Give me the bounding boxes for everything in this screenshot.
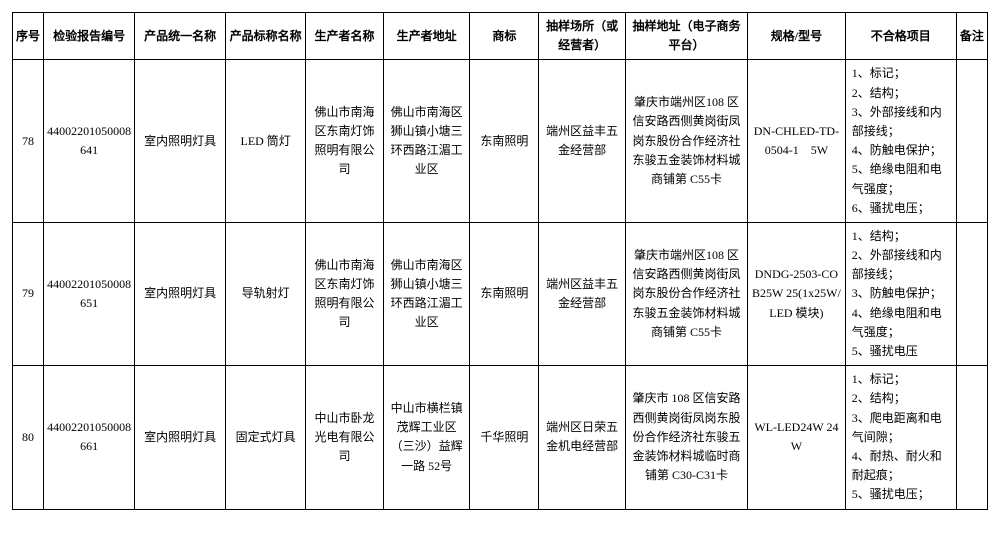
cell-mfr-address: 中山市横栏镇茂辉工业区（三沙）益辉一路 52号 [383,366,470,509]
cell-remark [956,222,987,365]
col-manufacturer: 生产者名称 [306,13,384,60]
col-sample-address: 抽样地址（电子商务平台） [625,13,747,60]
cell-label-name: 固定式灯具 [226,366,306,509]
cell-fail-items: 1、标记；2、结构；3、爬电距离和电气间隙；4、耐热、耐火和耐起痕；5、骚扰电压… [845,366,956,509]
cell-remark [956,60,987,223]
col-sample-place: 抽样场所（或经营者） [539,13,626,60]
col-mfr-address: 生产者地址 [383,13,470,60]
col-label-name: 产品标称名称 [226,13,306,60]
table-header: 序号 检验报告编号 产品统一名称 产品标称名称 生产者名称 生产者地址 商标 抽… [13,13,988,60]
cell-manufacturer: 中山市卧龙光电有限公司 [306,366,384,509]
col-report-no: 检验报告编号 [44,13,135,60]
table-row: 7944002201050008651室内照明灯具导轨射灯佛山市南海区东南灯饰照… [13,222,988,365]
cell-manufacturer: 佛山市南海区东南灯饰照明有限公司 [306,60,384,223]
cell-spec: DN-CHLED-TD-0504-1 5W [748,60,846,223]
table-row: 7844002201050008641室内照明灯具LED 筒灯佛山市南海区东南灯… [13,60,988,223]
cell-remark [956,366,987,509]
cell-report-no: 44002201050008651 [44,222,135,365]
cell-report-no: 44002201050008641 [44,60,135,223]
cell-manufacturer: 佛山市南海区东南灯饰照明有限公司 [306,222,384,365]
inspection-table: 序号 检验报告编号 产品统一名称 产品标称名称 生产者名称 生产者地址 商标 抽… [12,12,988,510]
table-body: 7844002201050008641室内照明灯具LED 筒灯佛山市南海区东南灯… [13,60,988,509]
cell-sample-place: 端州区益丰五金经营部 [539,222,626,365]
cell-sample-place: 端州区日荣五金机电经营部 [539,366,626,509]
cell-seq: 79 [13,222,44,365]
cell-label-name: 导轨射灯 [226,222,306,365]
cell-seq: 78 [13,60,44,223]
col-spec: 规格/型号 [748,13,846,60]
col-fail-items: 不合格项目 [845,13,956,60]
cell-seq: 80 [13,366,44,509]
cell-sample-address: 肇庆市端州区108 区信安路西侧黄岗街凤岗东股份合作经济社东骏五金装饰材料城商铺… [625,60,747,223]
cell-label-name: LED 筒灯 [226,60,306,223]
cell-mfr-address: 佛山市南海区狮山镇小塘三环西路江湄工业区 [383,222,470,365]
cell-fail-items: 1、结构；2、外部接线和内部接线；3、防触电保护；4、绝缘电阻和电气强度；5、骚… [845,222,956,365]
cell-sample-address: 肇庆市 108 区信安路西侧黄岗街凤岗东股份合作经济社东骏五金装饰材料城临时商铺… [625,366,747,509]
cell-product-name: 室内照明灯具 [135,60,226,223]
col-brand: 商标 [470,13,539,60]
table-row: 8044002201050008661室内照明灯具固定式灯具中山市卧龙光电有限公… [13,366,988,509]
cell-product-name: 室内照明灯具 [135,366,226,509]
cell-fail-items: 1、标记；2、结构；3、外部接线和内部接线；4、防触电保护；5、绝缘电阻和电气强… [845,60,956,223]
cell-brand: 东南照明 [470,222,539,365]
cell-spec: DNDG-2503-COB25W 25(1x25W/LED 模块) [748,222,846,365]
col-product-name: 产品统一名称 [135,13,226,60]
col-remark: 备注 [956,13,987,60]
cell-report-no: 44002201050008661 [44,366,135,509]
cell-spec: WL-LED24W 24W [748,366,846,509]
cell-brand: 东南照明 [470,60,539,223]
cell-product-name: 室内照明灯具 [135,222,226,365]
cell-brand: 千华照明 [470,366,539,509]
cell-mfr-address: 佛山市南海区狮山镇小塘三环西路江湄工业区 [383,60,470,223]
col-seq: 序号 [13,13,44,60]
cell-sample-place: 端州区益丰五金经营部 [539,60,626,223]
cell-sample-address: 肇庆市端州区108 区信安路西侧黄岗街凤岗东股份合作经济社东骏五金装饰材料城商铺… [625,222,747,365]
